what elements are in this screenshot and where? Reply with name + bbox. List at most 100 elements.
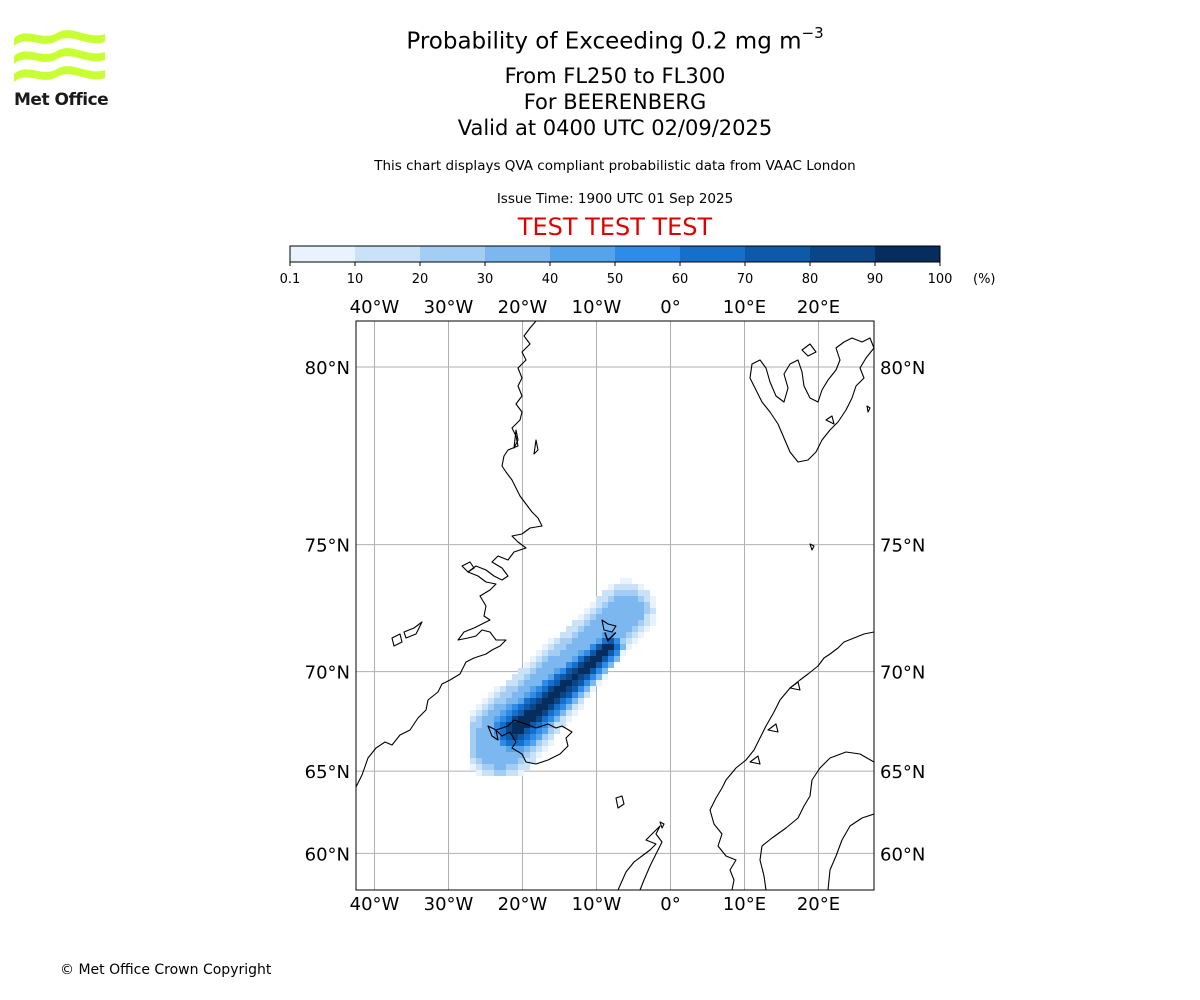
plume-cell [530, 716, 536, 722]
flight-levels: From FL250 to FL300 [504, 64, 726, 88]
lat-label-right: 60°N [880, 844, 925, 865]
plume-cell [500, 746, 506, 752]
plume-cell [476, 758, 482, 764]
plume-cell [590, 620, 596, 626]
plume-cell [572, 686, 578, 692]
plume-cell [560, 650, 566, 656]
plume-cell [638, 584, 644, 590]
plume-cell [614, 638, 620, 644]
plume-cell [644, 608, 650, 614]
plume-cell [572, 644, 578, 650]
plume-cell [506, 698, 512, 704]
plume-cell [530, 692, 536, 698]
plume-cell [626, 578, 632, 584]
plume-cell [506, 704, 512, 710]
colorbar-tick-label: 10 [347, 272, 364, 287]
plume-cell [548, 698, 554, 704]
plume-cell [506, 740, 512, 746]
graticule [356, 321, 874, 890]
plume-cell [536, 704, 542, 710]
plume-cell [584, 686, 590, 692]
volcano-icon [604, 631, 617, 642]
plume-cell [524, 716, 530, 722]
plume-cell [566, 662, 572, 668]
plume-cell [548, 704, 554, 710]
plume-cell [542, 680, 548, 686]
plume-cell [488, 692, 494, 698]
plume-cell [572, 626, 578, 632]
plume-cell [560, 638, 566, 644]
plume-cell [578, 626, 584, 632]
lat-label-left: 60°N [305, 844, 350, 865]
plume-cell [572, 668, 578, 674]
plume-cell [608, 614, 614, 620]
plume-cell [566, 638, 572, 644]
plume-cell [482, 758, 488, 764]
plume-cell [596, 662, 602, 668]
plume-cell [500, 734, 506, 740]
plume-cell [548, 728, 554, 734]
lon-label-bottom: 40°W [350, 894, 400, 915]
plume-cell [614, 596, 620, 602]
plume-cell [578, 644, 584, 650]
plume-cell [542, 746, 548, 752]
plume-cell [620, 608, 626, 614]
plume-cell [596, 644, 602, 650]
plume-cell [536, 698, 542, 704]
plume-cell [626, 608, 632, 614]
plume-cell [482, 770, 488, 776]
plume-cell [626, 614, 632, 620]
lat-label-right: 65°N [880, 762, 925, 783]
plume-cell [602, 674, 608, 680]
colorbar-unit: (%) [973, 272, 996, 287]
colorbar-tick-label: 0.1 [280, 272, 300, 287]
plume-cell [470, 728, 476, 734]
plume-cell [548, 710, 554, 716]
plume-cell [566, 704, 572, 710]
plume-cell [548, 686, 554, 692]
plume-cell [590, 608, 596, 614]
plume-cell [620, 626, 626, 632]
plume-cell [602, 608, 608, 614]
plume-cell [542, 710, 548, 716]
plume-cell [644, 626, 650, 632]
plume-cell [554, 716, 560, 722]
plume-cell [476, 770, 482, 776]
plume-cell [578, 662, 584, 668]
plume-cell [560, 716, 566, 722]
plume-cell [512, 728, 518, 734]
plume-cell [518, 764, 524, 770]
logo-waves-icon [14, 30, 105, 82]
plume-cell [488, 746, 494, 752]
plume-cell [476, 710, 482, 716]
plume-cell [620, 596, 626, 602]
plume-cell [476, 746, 482, 752]
colorbar-segment [810, 246, 876, 262]
plume-cell [500, 716, 506, 722]
plume-cell [512, 764, 518, 770]
plume-cell [638, 590, 644, 596]
plume-cell [608, 590, 614, 596]
plume-cell [548, 638, 554, 644]
plume-cell [584, 656, 590, 662]
chart-description: This chart displays QVA compliant probab… [374, 158, 856, 174]
lon-label-bottom: 20°E [797, 894, 840, 915]
plume-cell [584, 644, 590, 650]
plume-cell [590, 602, 596, 608]
plume-cell [536, 728, 542, 734]
plume-cell [650, 602, 656, 608]
plume-cell [488, 758, 494, 764]
plume-cell [494, 740, 500, 746]
plume-cell [518, 698, 524, 704]
plume-cell [572, 680, 578, 686]
plume-cell [578, 692, 584, 698]
plume-cell [638, 608, 644, 614]
plume-cell [542, 734, 548, 740]
plume-cell [644, 590, 650, 596]
plume-cell [482, 746, 488, 752]
plume-cell [542, 692, 548, 698]
plume-cell [590, 644, 596, 650]
plume-cell [512, 770, 518, 776]
plume-cell [566, 668, 572, 674]
plume-cell [584, 650, 590, 656]
